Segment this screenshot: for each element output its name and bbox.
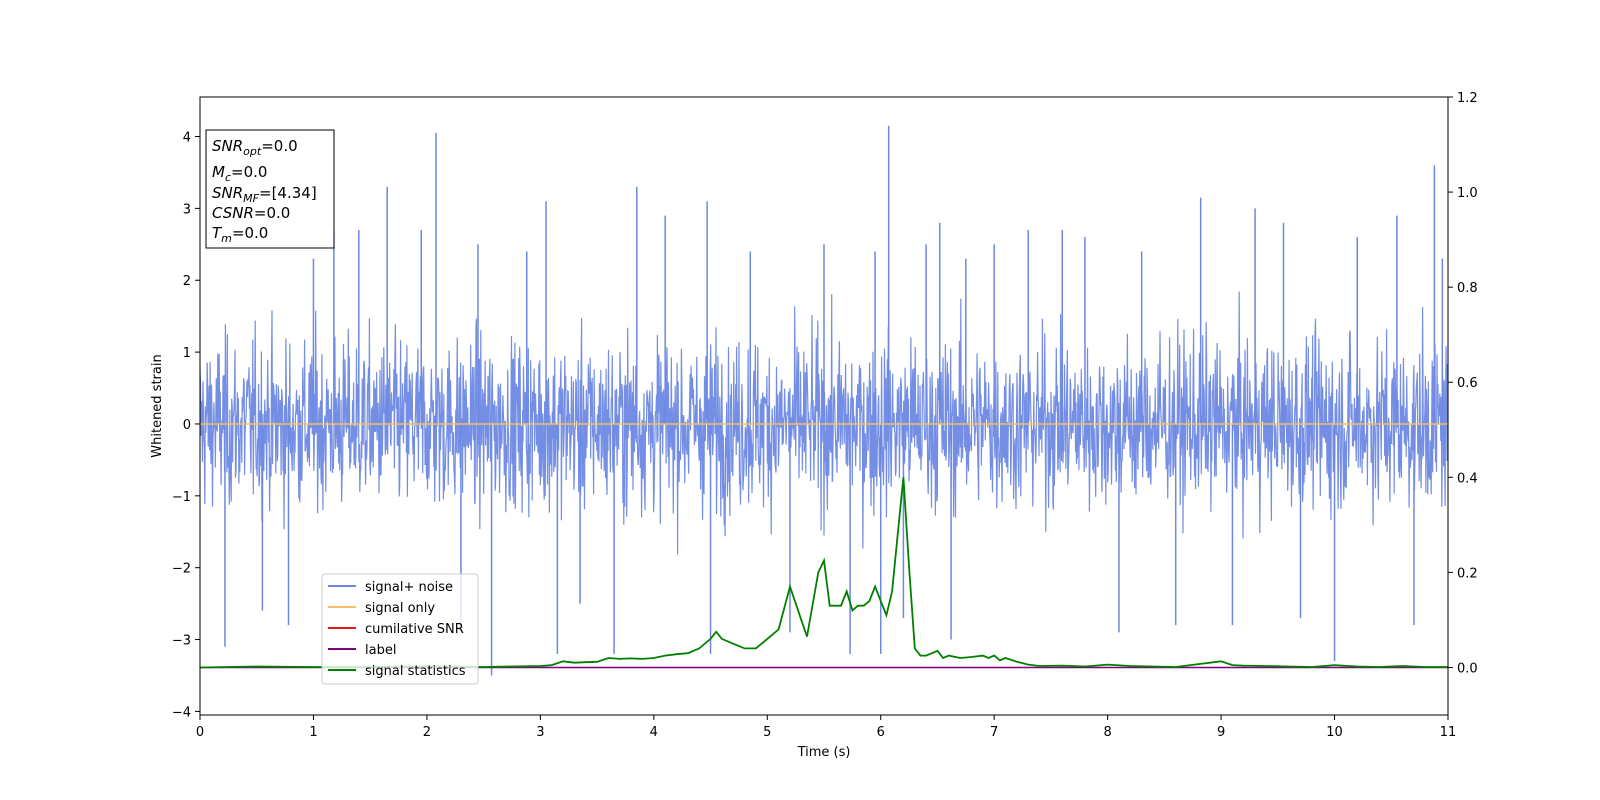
legend-label: label [365,643,396,658]
x-tick-label: 3 [536,725,544,740]
x-tick-label: 5 [763,725,771,740]
y-right-tick-label: 0.6 [1457,376,1478,391]
x-tick-label: 2 [423,725,431,740]
axes-layer: 0 1 2 3 4 5 6 7 8 9 10 11 −4 −3 −2 −1 0 1 2 3 4 0.0 0.2 0.4 0.6 0… [172,91,1478,740]
x-axis-label: Time (s) [797,745,851,760]
plot-frame [199,96,1449,716]
y-left-tick-label: 1 [183,346,191,361]
annotation-line: SNRMF=[4.34] [212,184,317,205]
y-axis-label: Whitened strain [150,354,165,457]
x-tick-label: 4 [650,725,658,740]
legend-frame [321,573,479,685]
y-right-tick-label: 0.2 [1457,566,1478,581]
y-left-tick-label: −2 [172,562,191,577]
legend-label: signal only [365,601,435,616]
y-right-tick-label: 0.0 [1457,661,1478,676]
x-tick-label: 8 [1103,725,1111,740]
legend-label: signal statistics [365,664,466,679]
series-signal-statistics [200,477,1448,669]
y-left-tick-label: −1 [172,490,191,505]
x-tick-label: 9 [1217,725,1225,740]
x-tick-label: 10 [1326,725,1343,740]
annotation-line: SNRopt=0.0 [212,137,298,158]
y-right-tick-label: 1.0 [1457,186,1478,201]
x-tick-label: 7 [990,725,998,740]
y-right-tick-label: 0.4 [1457,471,1478,486]
legend-label: signal+ noise [365,580,453,595]
y-left-tick-label: 0 [183,418,191,433]
annotation-line: CSNR=0.0 [212,204,290,222]
y-left-tick-label: −4 [172,705,191,720]
x-tick-label: 0 [196,725,204,740]
y-left-tick-label: 3 [183,202,191,217]
x-tick-label: 6 [877,725,885,740]
y-left-tick-label: 2 [183,274,191,289]
y-right-tick-label: 1.2 [1457,91,1478,106]
series-signal-noise-trace [200,291,1448,555]
x-tick-label: 1 [309,725,317,740]
annotation-frame [205,129,335,249]
legend: signal+ noise signal only cumilative SNR la… [321,573,479,685]
y-left-tick-label: 4 [183,131,191,146]
y-right-tick-label: 0.8 [1457,281,1478,296]
annotation-line: Tm=0.0 [212,224,268,245]
legend-label: cumilative SNR [365,622,464,637]
x-tick-label: 11 [1440,725,1457,740]
annotation-line: Mc=0.0 [212,163,267,184]
y-left-tick-label: −3 [172,634,191,649]
